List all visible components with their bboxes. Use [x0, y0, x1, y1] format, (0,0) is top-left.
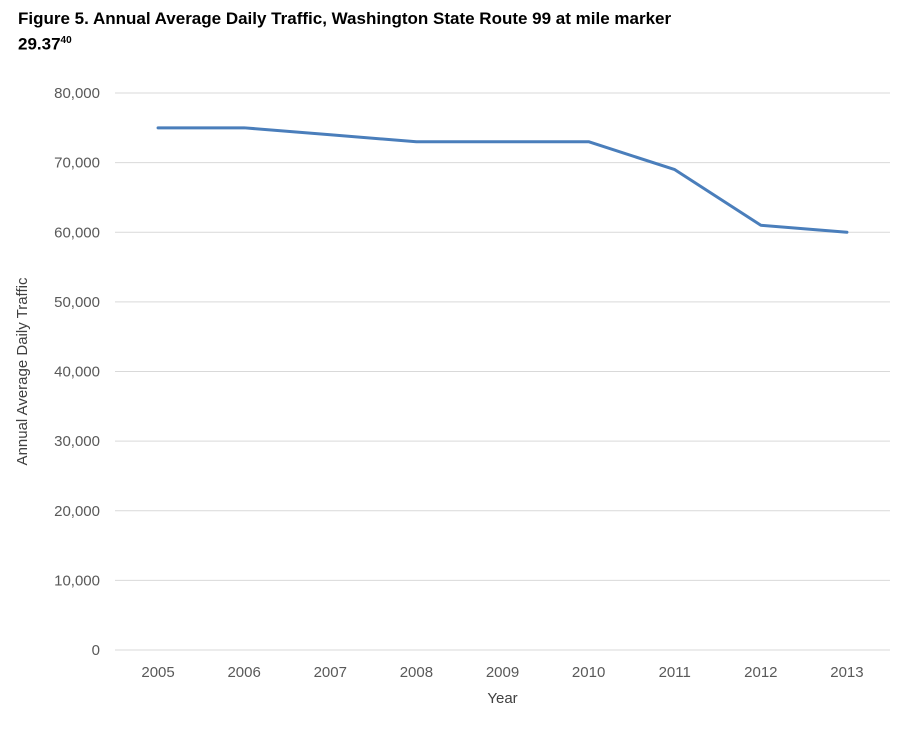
- x-tick-label: 2005: [141, 664, 174, 681]
- figure-title: Figure 5. Annual Average Daily Traffic, …: [18, 8, 888, 56]
- y-tick-label: 40,000: [54, 364, 100, 381]
- x-tick-label: 2006: [227, 664, 260, 681]
- x-tick-label: 2009: [486, 664, 519, 681]
- figure-footnote-marker: 40: [60, 35, 72, 46]
- y-tick-label: 80,000: [54, 85, 100, 102]
- y-tick-label: 50,000: [54, 294, 100, 311]
- y-axis-title: Annual Average Daily Traffic: [14, 277, 31, 465]
- y-tick-label: 0: [92, 642, 100, 659]
- chart-canvas: 0 10,000 20,000 30,000 40,000 50,000 60,000 70,…: [14, 85, 890, 707]
- figure-title-line2: 29.37: [18, 34, 61, 54]
- x-tick-label: 2013: [830, 664, 863, 681]
- traffic-line-chart: 0 10,000 20,000 30,000 40,000 50,000 60,000 70,…: [0, 60, 902, 736]
- x-tick-label: 2007: [314, 664, 347, 681]
- y-tick-label: 20,000: [54, 503, 100, 520]
- x-tick-label: 2012: [744, 664, 777, 681]
- x-tick-label: 2008: [400, 664, 433, 681]
- x-axis-title: Year: [487, 690, 517, 707]
- traffic-line-series: [156, 126, 849, 234]
- y-tick-label: 30,000: [54, 433, 100, 450]
- y-tick-label: 60,000: [54, 224, 100, 241]
- y-tick-label: 70,000: [54, 155, 100, 172]
- x-tick-label: 2010: [572, 664, 605, 681]
- figure-title-line1: Figure 5. Annual Average Daily Traffic, …: [18, 9, 672, 28]
- x-tick-label: 2011: [659, 664, 691, 681]
- y-tick-label: 10,000: [54, 572, 100, 589]
